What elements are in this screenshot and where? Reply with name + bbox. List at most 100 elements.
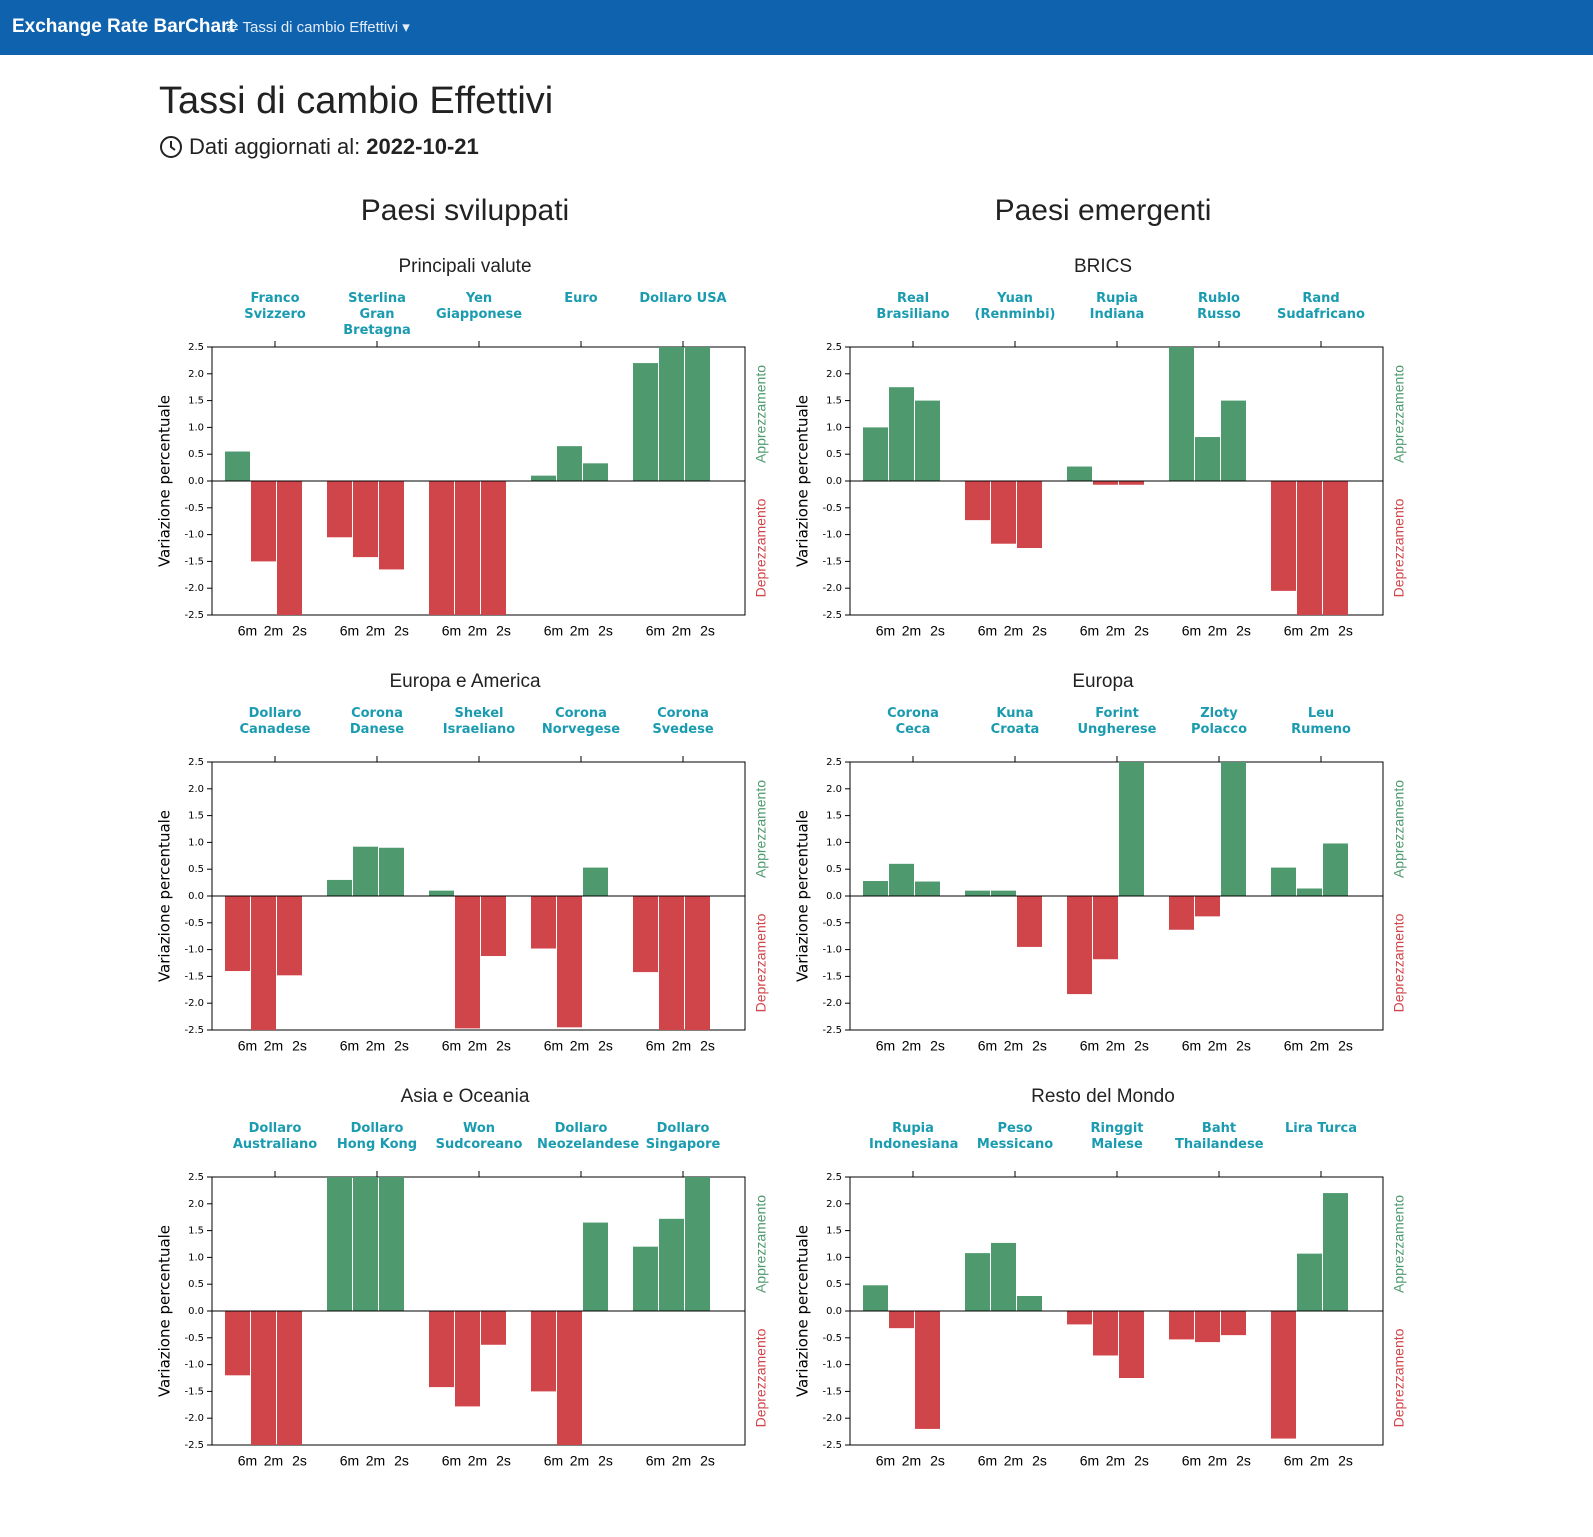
bar — [1067, 896, 1092, 995]
series-label: 2m — [1106, 1453, 1125, 1469]
y-tick-label: -1.5 — [184, 971, 204, 982]
series-label: 6m — [1284, 1038, 1303, 1054]
bar — [1119, 762, 1144, 896]
bar — [1067, 1311, 1092, 1325]
series-label: 6m — [1182, 623, 1201, 639]
series-label: 6m — [544, 623, 563, 639]
bar — [1323, 481, 1348, 615]
series-label: 2m — [672, 1453, 691, 1469]
bar — [1119, 1311, 1144, 1378]
series-label: 6m — [544, 1038, 563, 1054]
category-label: Lira Turca — [1284, 1121, 1358, 1136]
series-label: 2s — [394, 1453, 409, 1469]
bar — [251, 896, 276, 1030]
y-tick-label: -2.5 — [184, 610, 204, 621]
chart-title: Principali valute — [398, 256, 531, 277]
y-tick-label: 0.0 — [188, 476, 204, 487]
category-label: Rand Sudafricano — [1277, 291, 1365, 322]
bar — [965, 1253, 990, 1311]
series-label: 2m — [264, 1453, 283, 1469]
y-tick-label: -0.5 — [184, 918, 204, 929]
series-label: 6m — [544, 1453, 563, 1469]
series-label: 2m — [366, 1453, 385, 1469]
series-label: 2s — [930, 1453, 945, 1469]
series-label: 2s — [1236, 1038, 1251, 1054]
bar — [327, 481, 352, 538]
category-label: Yuan (Renminbi) — [974, 291, 1056, 322]
chart-title: Resto del Mondo — [1031, 1086, 1175, 1107]
series-label: 6m — [1284, 623, 1303, 639]
series-label: 6m — [646, 623, 665, 639]
y-tick-label: -2.5 — [184, 1025, 204, 1036]
bar — [633, 1246, 658, 1311]
series-label: 2m — [1004, 623, 1023, 639]
bar — [429, 1311, 454, 1388]
bar — [659, 896, 684, 1030]
series-label: 6m — [442, 1453, 461, 1469]
y-tick-label: -0.5 — [184, 1333, 204, 1344]
y-axis-label: Variazione percentuale — [156, 395, 174, 567]
category-label: Euro — [564, 291, 598, 306]
bar — [429, 481, 454, 615]
brand[interactable]: Exchange Rate BarChart — [12, 16, 235, 37]
series-label: 2m — [672, 623, 691, 639]
y-tick-label: 1.0 — [188, 837, 204, 848]
y-tick-label: -2.0 — [822, 1413, 842, 1424]
series-label: 2m — [902, 1038, 921, 1054]
y-tick-label: 0.0 — [826, 1306, 842, 1317]
series-label: 2m — [1106, 1038, 1125, 1054]
caret: ▾ — [402, 19, 410, 36]
bar — [1017, 481, 1042, 548]
bar — [685, 1177, 710, 1311]
series-label: 2m — [366, 623, 385, 639]
positive-annotation: Apprezzamento — [753, 1195, 769, 1293]
category-label: Forint Ungherese — [1077, 706, 1157, 737]
bar — [1271, 481, 1296, 591]
menu[interactable]: ⇄ Tassi di cambio Effettivi ▾ — [226, 18, 410, 36]
y-tick-label: 2.0 — [188, 369, 204, 380]
y-tick-label: 0.5 — [826, 864, 842, 875]
y-tick-label: -1.0 — [184, 530, 204, 541]
bar — [659, 347, 684, 481]
series-label: 2s — [930, 623, 945, 639]
series-label: 2s — [700, 1453, 715, 1469]
positive-annotation: Apprezzamento — [753, 780, 769, 878]
y-tick-label: 1.5 — [188, 1226, 204, 1237]
series-label: 2m — [1208, 623, 1227, 639]
series-label: 2m — [468, 1038, 487, 1054]
series-label: 2s — [1134, 1038, 1149, 1054]
bar — [1017, 896, 1042, 947]
series-label: 2s — [1338, 1453, 1353, 1469]
bar — [353, 1177, 378, 1311]
series-label: 6m — [1284, 1453, 1303, 1469]
series-label: 6m — [1080, 1038, 1099, 1054]
y-tick-label: 0.0 — [188, 1306, 204, 1317]
bar — [1221, 762, 1246, 896]
bar — [531, 475, 556, 481]
column-title: Paesi emergenti — [994, 194, 1212, 227]
category-label: Rupia Indonesiana — [869, 1121, 959, 1152]
y-tick-label: -1.5 — [822, 556, 842, 567]
negative-annotation: Deprezzamento — [753, 913, 769, 1012]
y-tick-label: -1.5 — [822, 971, 842, 982]
category-label: Won Sudcoreano — [435, 1121, 523, 1152]
bar — [277, 896, 302, 976]
series-label: 2m — [570, 1038, 589, 1054]
y-tick-label: -2.5 — [822, 1440, 842, 1451]
bar — [379, 1177, 404, 1311]
series-label: 6m — [1182, 1453, 1201, 1469]
series-label: 6m — [646, 1453, 665, 1469]
bar — [991, 1242, 1016, 1311]
category-label: Dollaro Canadese — [239, 706, 311, 737]
bar — [889, 1311, 914, 1329]
series-label: 6m — [340, 1038, 359, 1054]
series-label: 2m — [1004, 1453, 1023, 1469]
series-label: 2m — [264, 623, 283, 639]
series-label: 2s — [598, 623, 613, 639]
series-label: 6m — [340, 623, 359, 639]
chart-title: Asia e Oceania — [401, 1086, 530, 1107]
series-label: 6m — [978, 1453, 997, 1469]
series-label: 2m — [1310, 1453, 1329, 1469]
category-label: Dollaro USA — [639, 291, 727, 306]
